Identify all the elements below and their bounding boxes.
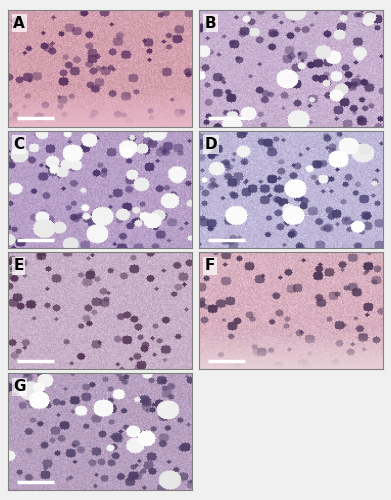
Text: B: B — [205, 16, 216, 31]
Text: D: D — [205, 137, 217, 152]
Text: C: C — [13, 137, 25, 152]
Text: G: G — [13, 380, 26, 394]
Text: A: A — [13, 16, 25, 31]
Text: F: F — [205, 258, 215, 273]
Text: E: E — [13, 258, 24, 273]
